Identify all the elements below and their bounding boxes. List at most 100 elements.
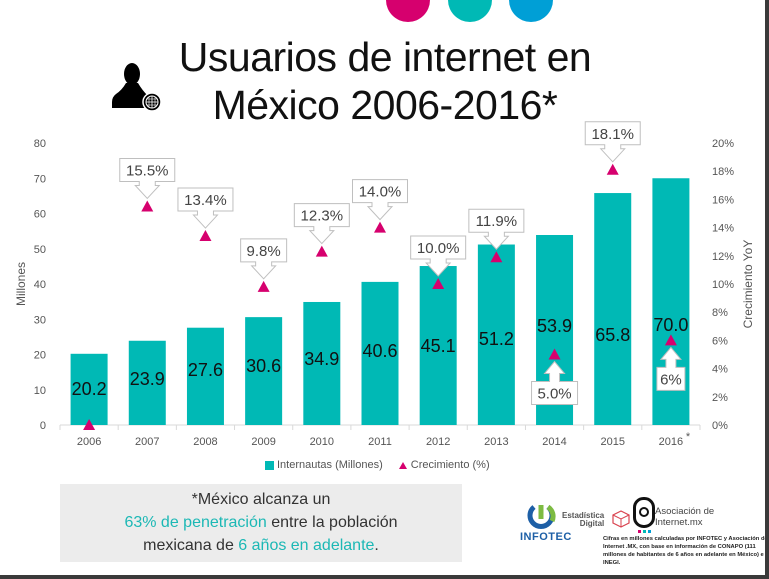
infotec-logo-text: INFOTEC — [520, 531, 572, 543]
decor-dot-blue — [509, 0, 553, 22]
y-axis-tick-label: 0 — [40, 420, 46, 432]
y2-axis-tick-label: 4% — [712, 364, 728, 376]
estadistica-digital-logo: Estadística Digital — [562, 512, 604, 528]
growth-callout-label: 15.5% — [126, 162, 169, 179]
growth-marker — [664, 334, 677, 346]
bar — [419, 266, 457, 425]
combo-chart: 0 10 20 30 40 50 60 70 80 0% 2% 4% 6% 8% 10% 12% 14% 16% 1… — [14, 121, 755, 448]
growth-callout-label: 11.9% — [476, 213, 517, 230]
decor-dot-magenta — [386, 0, 430, 22]
bar-data-label: 30.6 — [246, 356, 281, 376]
y-axis-tick-label: 50 — [34, 244, 46, 256]
bar-data-label: 53.9 — [537, 316, 572, 336]
note-line-2-rest: entre la población — [266, 514, 398, 531]
x-axis-asterisk: * — [686, 431, 691, 443]
growth-marker — [432, 278, 445, 289]
growth-callout-label: 6% — [660, 371, 682, 388]
growth-callout-label: 12.3% — [301, 208, 344, 225]
bar-data-label: 20.2 — [72, 379, 107, 399]
growth-marker — [315, 245, 328, 257]
frame-border-bottom — [0, 575, 769, 579]
y2-axis-tick-label: 6% — [712, 335, 728, 347]
bar-data-label: 40.6 — [362, 341, 397, 361]
growth-callout — [352, 179, 408, 221]
x-axis-tick-label: 2011 — [368, 436, 392, 448]
growth-marker — [606, 163, 619, 175]
legend-triangle-icon — [398, 461, 407, 469]
growth-marker — [257, 280, 270, 292]
bar-data-label: 51.2 — [479, 329, 514, 349]
growth-callout — [531, 360, 579, 405]
y2-axis-tick-label: 10% — [712, 279, 734, 291]
note-highlight-age: 6 años en adelante — [238, 537, 375, 554]
y-axis-tick-label: 40 — [34, 279, 46, 291]
y2-axis-tick-label: 12% — [712, 251, 734, 263]
cube-logo-icon — [612, 510, 630, 528]
internet-user-icon — [112, 63, 162, 112]
estadistica-line-1: Estadística — [562, 511, 605, 520]
bar — [186, 327, 224, 425]
growth-callout-label: 9.8% — [247, 243, 281, 260]
note-highlight-penetration: 63% de penetración — [124, 514, 267, 531]
legend-swatch-bar — [265, 460, 274, 470]
y2-axis-tick-label: 18% — [712, 166, 734, 178]
infotec-logo-icon — [527, 504, 556, 529]
y-axis-tick-label: 30 — [34, 314, 46, 326]
y2-axis-tick-label: 16% — [712, 194, 734, 206]
bar — [245, 317, 283, 425]
bar — [70, 353, 108, 425]
x-axis-tick-label: 2013 — [484, 436, 508, 448]
x-axis-tick-label: 2008 — [193, 436, 217, 448]
growth-callout — [119, 157, 176, 200]
decor-dot-teal — [448, 0, 492, 22]
note-line-3-end: . — [374, 537, 379, 554]
growth-marker — [374, 221, 386, 233]
growth-callout — [240, 238, 288, 280]
x-axis-tick-label: 2016 — [659, 436, 683, 448]
growth-marker — [490, 251, 503, 263]
y2-axis-tick-label: 20% — [712, 138, 734, 150]
y-axis-tick-label: 60 — [34, 209, 46, 221]
growth-callout — [177, 187, 234, 229]
bar-data-label: 34.9 — [304, 349, 339, 369]
note-line-3-start: mexicana de — [143, 537, 239, 554]
bar — [594, 193, 632, 425]
growth-callout-label: 10.0% — [417, 240, 460, 257]
growth-marker — [548, 348, 561, 360]
source-note: Cifras en millones calculadas por INFOTE… — [603, 536, 768, 566]
growth-callout-label: 18.1% — [591, 126, 634, 143]
y2-axis-tick-label: 8% — [712, 307, 728, 319]
growth-callout — [656, 346, 686, 391]
title-line-1: Usuarios de internet en — [178, 34, 592, 80]
growth-callout-label: 5.0% — [537, 386, 571, 403]
x-axis-tick-label: 2006 — [77, 436, 101, 448]
y-axis-title: Millones — [14, 262, 28, 306]
x-axis-tick-label: 2015 — [600, 436, 624, 448]
title-line-2: México 2006-2016* — [212, 82, 558, 128]
note-line-3: mexicana de 6 años en adelante. — [60, 534, 462, 557]
frame-border-right — [765, 0, 769, 579]
bar-data-label: 23.9 — [130, 369, 165, 389]
bar-data-label: 65.8 — [595, 325, 630, 345]
legend-item-crecimiento: Crecimiento (%) — [398, 459, 490, 471]
asociacion-line-1: Asociación de — [655, 506, 715, 517]
growth-callout — [584, 121, 641, 163]
y2-axis-title: Crecimiento YoY — [741, 240, 755, 329]
footer-logos: INFOTEC Estadística Digital Asociación d… — [520, 495, 768, 575]
growth-callout — [293, 203, 350, 245]
legend-item-internautas: Internautas (Millones) — [265, 459, 383, 471]
note-line-2: 63% de penetración entre la población — [60, 511, 462, 534]
y-axis-tick-label: 80 — [34, 138, 46, 150]
bar — [128, 340, 166, 425]
x-axis-tick-label: 2014 — [542, 436, 566, 448]
asociacion-internet-logo-text: Asociación de Internet.mx — [655, 506, 714, 528]
growth-marker — [141, 200, 154, 212]
y2-axis-tick-label: 0% — [712, 420, 728, 432]
growth-marker — [199, 230, 212, 242]
estadistica-line-2: Digital — [579, 519, 605, 528]
x-axis-tick-label: 2012 — [426, 436, 450, 448]
asociacion-internet-logo-icon — [633, 497, 655, 533]
growth-callout — [410, 235, 467, 277]
growth-marker — [83, 419, 96, 430]
penetration-note: *México alcanza un 63% de penetración en… — [60, 484, 462, 562]
